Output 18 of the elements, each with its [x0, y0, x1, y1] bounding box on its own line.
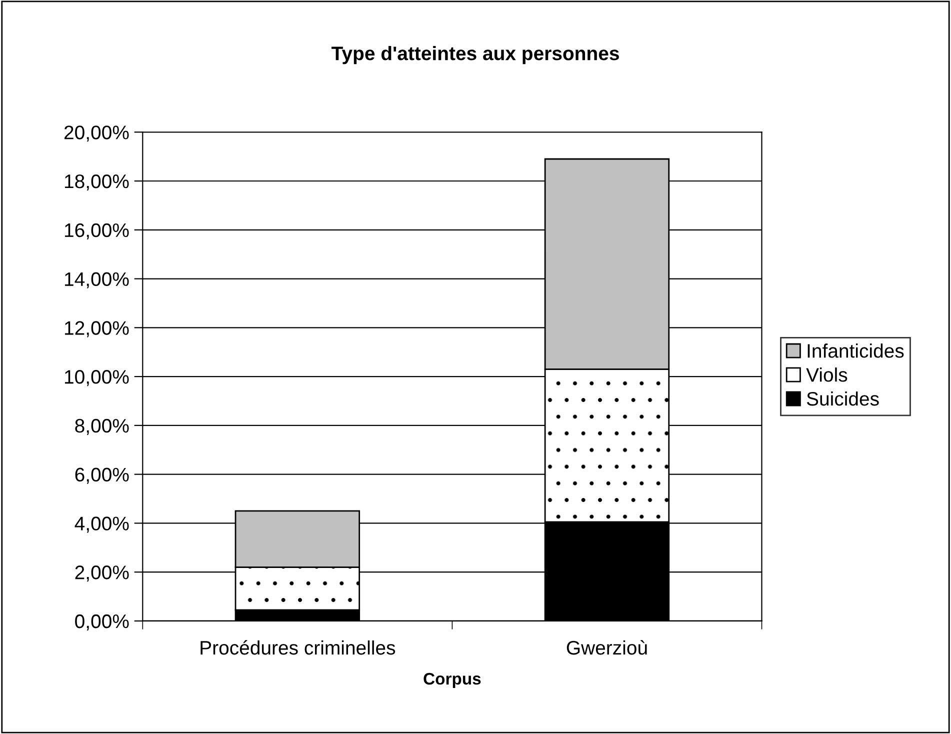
x-tick-label: Gwerzioù	[566, 640, 647, 655]
y-tick-label: 0,00%	[75, 614, 129, 630]
y-tick-label: 20,00%	[64, 126, 129, 142]
legend-label: Suicides	[806, 391, 879, 406]
x-tick-label: Procédures criminelles	[200, 640, 396, 655]
y-tick-label: 18,00%	[64, 174, 129, 191]
y-tick-label: 16,00%	[64, 223, 129, 240]
y-tick-label: 6,00%	[75, 468, 129, 484]
y-tick-label: 12,00%	[64, 321, 129, 338]
y-tick-label: 14,00%	[64, 272, 129, 288]
x-axis-title: Corpus	[424, 672, 481, 688]
legend-label: Viols	[806, 367, 848, 382]
y-tick-label: 8,00%	[75, 418, 129, 435]
chart-title: Type d'atteintes aux personnes	[332, 46, 619, 64]
y-tick-label: 2,00%	[75, 566, 129, 582]
y-tick-label: 4,00%	[74, 516, 129, 533]
y-tick-label: 10,00%	[64, 370, 129, 386]
legend-label: Infanticides	[808, 344, 904, 358]
